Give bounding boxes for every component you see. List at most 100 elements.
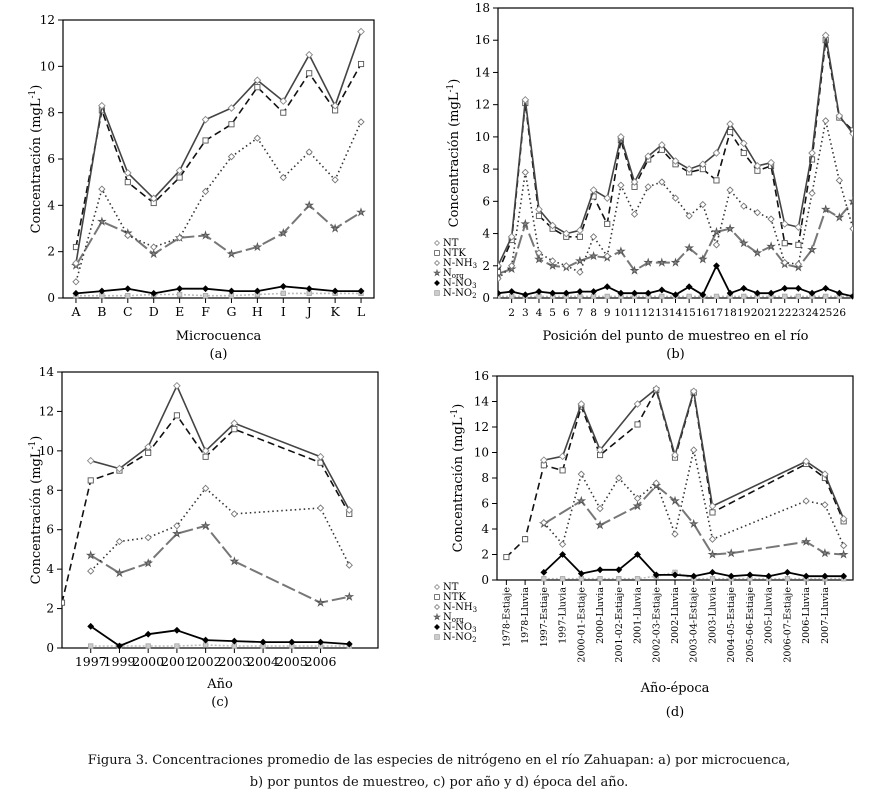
chart-b-point-NT (808, 149, 816, 157)
chart-b-point-NH3 (589, 233, 598, 241)
chart-d-point-NO3 (577, 570, 585, 578)
chart-a-point-NO3 (253, 287, 261, 295)
chart-b-ytick-label: 6 (482, 194, 490, 208)
chart-b-point-NO3 (631, 289, 638, 297)
chart-c-xtick-label: 2003 (218, 654, 250, 669)
chart-b-panel-label: (b) (666, 347, 684, 362)
chart-c-point-NO3 (230, 637, 238, 645)
chart-c: 0246810121419971999200020012002200320042… (28, 365, 379, 710)
chart-d-point-NH3 (558, 540, 567, 548)
chart-d-point-NTK (709, 509, 716, 516)
chart-c-series-line-Norg (90, 524, 350, 604)
chart-b-point-NH3 (498, 275, 502, 283)
chart-d-point-NO2 (784, 576, 791, 582)
chart-b-xtick-label: 13 (655, 307, 668, 319)
chart-c-point-NT (144, 443, 153, 451)
chart-d-xtick-label: 2006-07-Estiaje (782, 587, 793, 663)
chart-a-point-NT (279, 97, 288, 105)
chart-d-point-NO2 (634, 576, 641, 582)
chart-a-point-NT (227, 104, 236, 112)
legend-b-marker-NTK (434, 250, 440, 256)
chart-b-series-line-NTK (498, 39, 853, 273)
chart-b-point-NO2 (782, 293, 788, 300)
chart-a-point-NO3 (202, 285, 209, 293)
chart-b-point-NO3 (644, 289, 652, 297)
chart-c-point-NH3 (345, 561, 353, 569)
chart-b-point-NT (726, 120, 734, 128)
legend-d-marker-Norg (433, 612, 441, 621)
legend-d-marker-NTK (434, 594, 440, 600)
chart-b-point-NO3 (699, 291, 707, 299)
chart-b-point-NT (780, 220, 789, 228)
chart-c-point-NTK (62, 599, 66, 606)
chart-d-point-Norg (838, 549, 849, 559)
chart-a-point-NH3 (253, 134, 262, 142)
chart-d-point-NH3 (690, 446, 698, 454)
chart-d-point-Norg (801, 536, 812, 546)
chart-d-point-NO2 (597, 576, 603, 582)
chart-b-point-NO3 (576, 288, 584, 295)
chart-d-point-NT (689, 387, 698, 396)
chart-d-point-NT (821, 470, 829, 479)
chart-b-point-NT (498, 261, 502, 270)
chart-d-panel-label: (d) (666, 705, 684, 720)
chart-d-point-NO3 (690, 572, 698, 580)
chart-c-point-NH3 (115, 537, 124, 546)
chart-b-point-NT (698, 160, 707, 169)
chart-b-point-NO3 (658, 286, 666, 294)
chart-d-point-NO3 (671, 571, 679, 579)
chart-b-xtick-label: 11 (628, 307, 641, 319)
chart-b-xtick-label: 18 (723, 307, 736, 319)
chart-b-point-NTK (576, 233, 583, 240)
chart-d-series-group (503, 384, 849, 582)
chart-d-xlabel: Año-época (640, 681, 710, 696)
chart-a-point-Norg (304, 200, 314, 210)
chart-b-point-NH3 (521, 168, 529, 176)
chart-c-point-NTK (87, 477, 94, 484)
chart-a-xtick-label: A (70, 304, 81, 319)
chart-a-series-group (71, 27, 366, 299)
chart-a-point-NH3 (201, 187, 210, 196)
chart-d-point-NH3 (839, 541, 848, 550)
caption-line-1: Figura 3. Concentraciones promedio de la… (87, 753, 791, 768)
chart-d-ytick-label: 4 (481, 522, 489, 536)
chart-b-point-NO3 (603, 283, 611, 291)
legend-b-label-NO3: N-NO3 (443, 278, 477, 290)
chart-a-point-Norg (148, 248, 159, 259)
chart-c-ytick-label: 4 (46, 562, 54, 576)
legend-d-label-NH3: N-NH3 (443, 602, 477, 614)
chart-b-point-Norg (643, 257, 654, 267)
chart-c-point-NH3 (144, 533, 152, 542)
chart-b-point-NH3 (603, 252, 611, 260)
chart-c-point-Norg (172, 528, 182, 538)
chart-c-point-NT (345, 506, 354, 514)
chart-b-point-Norg (848, 196, 853, 206)
chart-b-point-NH3 (658, 178, 666, 186)
chart-a-point-NO3 (72, 289, 80, 297)
chart-a-point-NH3 (72, 278, 80, 286)
chart-b-point-Norg (684, 242, 695, 253)
chart-b-point-NT (630, 178, 639, 186)
chart-b-ytick-label: 10 (475, 130, 490, 144)
chart-c-point-NO3 (259, 638, 267, 646)
chart-c-point-NO3 (144, 630, 152, 638)
chart-b-point-Norg (520, 218, 531, 229)
chart-d-point-NO3 (559, 551, 567, 558)
chart-b-point-NTK (535, 212, 543, 219)
chart-b-point-NT (712, 149, 721, 157)
chart-d-point-NO3 (840, 572, 848, 580)
chart-b-point-NH3 (726, 186, 734, 194)
chart-c-ytick-label: 8 (46, 483, 54, 497)
chart-c-point-NO3 (87, 622, 95, 630)
chart-b-xtick-label: 7 (577, 307, 584, 319)
chart-d-point-NH3 (671, 530, 679, 538)
chart-a-xtick-label: G (226, 304, 236, 319)
chart-a-point-NTK (124, 179, 131, 186)
chart-b-point-NH3 (808, 189, 816, 197)
chart-d-point-NTK (503, 554, 510, 561)
chart-b-point-NT (753, 162, 762, 170)
chart-b-point-NT (685, 165, 693, 173)
chart-b-point-NTK (727, 129, 734, 136)
chart-c-ytick-label: 0 (46, 641, 54, 655)
chart-c-ytick-label: 12 (39, 404, 54, 418)
